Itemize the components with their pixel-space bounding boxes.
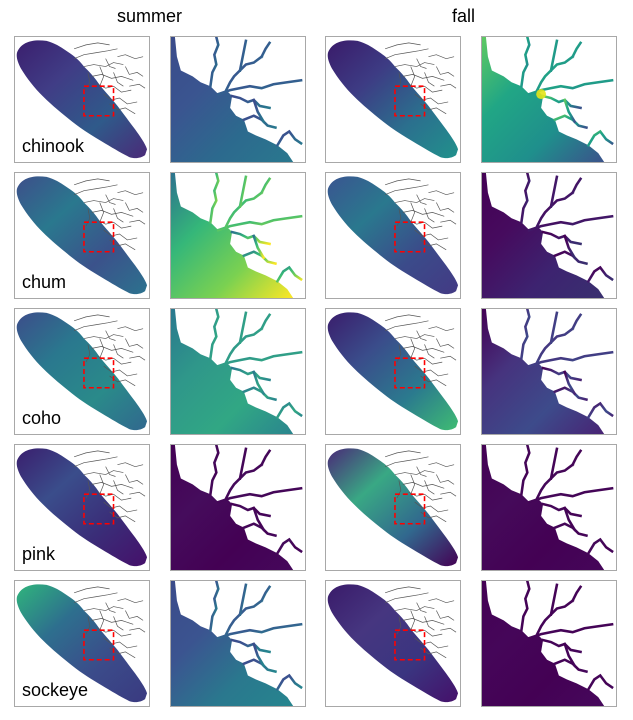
overview-map-graphic <box>16 312 148 431</box>
sockeye-summer-overview-map <box>14 580 150 707</box>
pink-summer-overview-map <box>14 444 150 571</box>
coho-summer-zoom-map <box>170 308 306 435</box>
channels <box>519 309 614 420</box>
species-label-chum: chum <box>22 272 67 292</box>
coho-fall-zoom-map <box>481 308 617 435</box>
channels <box>208 173 303 284</box>
channels <box>519 173 614 284</box>
chinook-summer-zoom-map <box>170 36 306 163</box>
inset-extent-box <box>394 85 426 117</box>
pink-fall-overview-map <box>325 444 461 571</box>
channels <box>519 581 614 692</box>
coastline-inlets <box>384 450 457 523</box>
overview-map-graphic <box>16 584 148 703</box>
inset-extent-box <box>394 357 426 389</box>
species-label-pink: pink <box>22 544 56 564</box>
sockeye-fall-zoom-map <box>481 580 617 707</box>
density-hotspot <box>536 89 547 100</box>
zoom-map-graphic <box>171 445 305 570</box>
column-title-fall: fall <box>452 6 476 26</box>
inset-extent-box <box>394 493 426 525</box>
inset-extent-box <box>394 221 426 253</box>
species-label-chinook: chinook <box>22 136 85 156</box>
inset-extent-box <box>83 357 115 389</box>
zoom-map-graphic <box>482 173 616 298</box>
pink-summer-zoom-map <box>170 444 306 571</box>
overview-map-graphic <box>16 448 148 567</box>
inset-extent-box <box>83 629 115 661</box>
chum-summer-zoom-map <box>170 172 306 299</box>
zoom-map-graphic <box>171 581 305 706</box>
channels <box>208 37 303 148</box>
overview-map-graphic <box>16 176 148 295</box>
sockeye-fall-overview-map <box>325 580 461 707</box>
zoom-map-graphic <box>171 173 305 298</box>
inset-extent-box <box>83 493 115 525</box>
coho-fall-overview-map <box>325 308 461 435</box>
overview-map-graphic <box>327 40 459 159</box>
chum-fall-overview-map <box>325 172 461 299</box>
chum-summer-overview-map <box>14 172 150 299</box>
channels <box>519 445 614 556</box>
species-label-sockeye: sockeye <box>22 680 89 700</box>
zoom-map-graphic <box>171 309 305 434</box>
zoom-map-graphic <box>482 309 616 434</box>
coastline-inlets <box>384 178 457 251</box>
overview-map-graphic <box>327 176 459 295</box>
coastline-inlets <box>73 178 146 251</box>
species-label-coho: coho <box>22 408 62 428</box>
overview-map-graphic <box>327 448 459 567</box>
chinook-summer-overview-map <box>14 36 150 163</box>
zoom-map-graphic <box>482 581 616 706</box>
overview-map-graphic <box>16 40 148 159</box>
chinook-fall-zoom-map <box>481 36 617 163</box>
chum-fall-zoom-map <box>481 172 617 299</box>
zoom-map-graphic <box>482 445 616 570</box>
zoom-map-graphic <box>171 37 305 162</box>
channels <box>208 309 303 420</box>
inset-extent-box <box>83 85 115 117</box>
coastline-inlets <box>73 42 146 115</box>
inset-extent-box <box>83 221 115 253</box>
inset-extent-box <box>394 629 426 661</box>
overview-map-graphic <box>327 584 459 703</box>
pink-fall-zoom-map <box>481 444 617 571</box>
coho-summer-overview-map <box>14 308 150 435</box>
column-title-summer: summer <box>117 6 183 26</box>
channels <box>208 445 303 556</box>
sockeye-summer-zoom-map <box>170 580 306 707</box>
overview-map-graphic <box>327 312 459 431</box>
channels <box>208 581 303 692</box>
coastline-inlets <box>384 314 457 387</box>
chinook-fall-overview-map <box>325 36 461 163</box>
zoom-map-graphic <box>482 37 616 162</box>
